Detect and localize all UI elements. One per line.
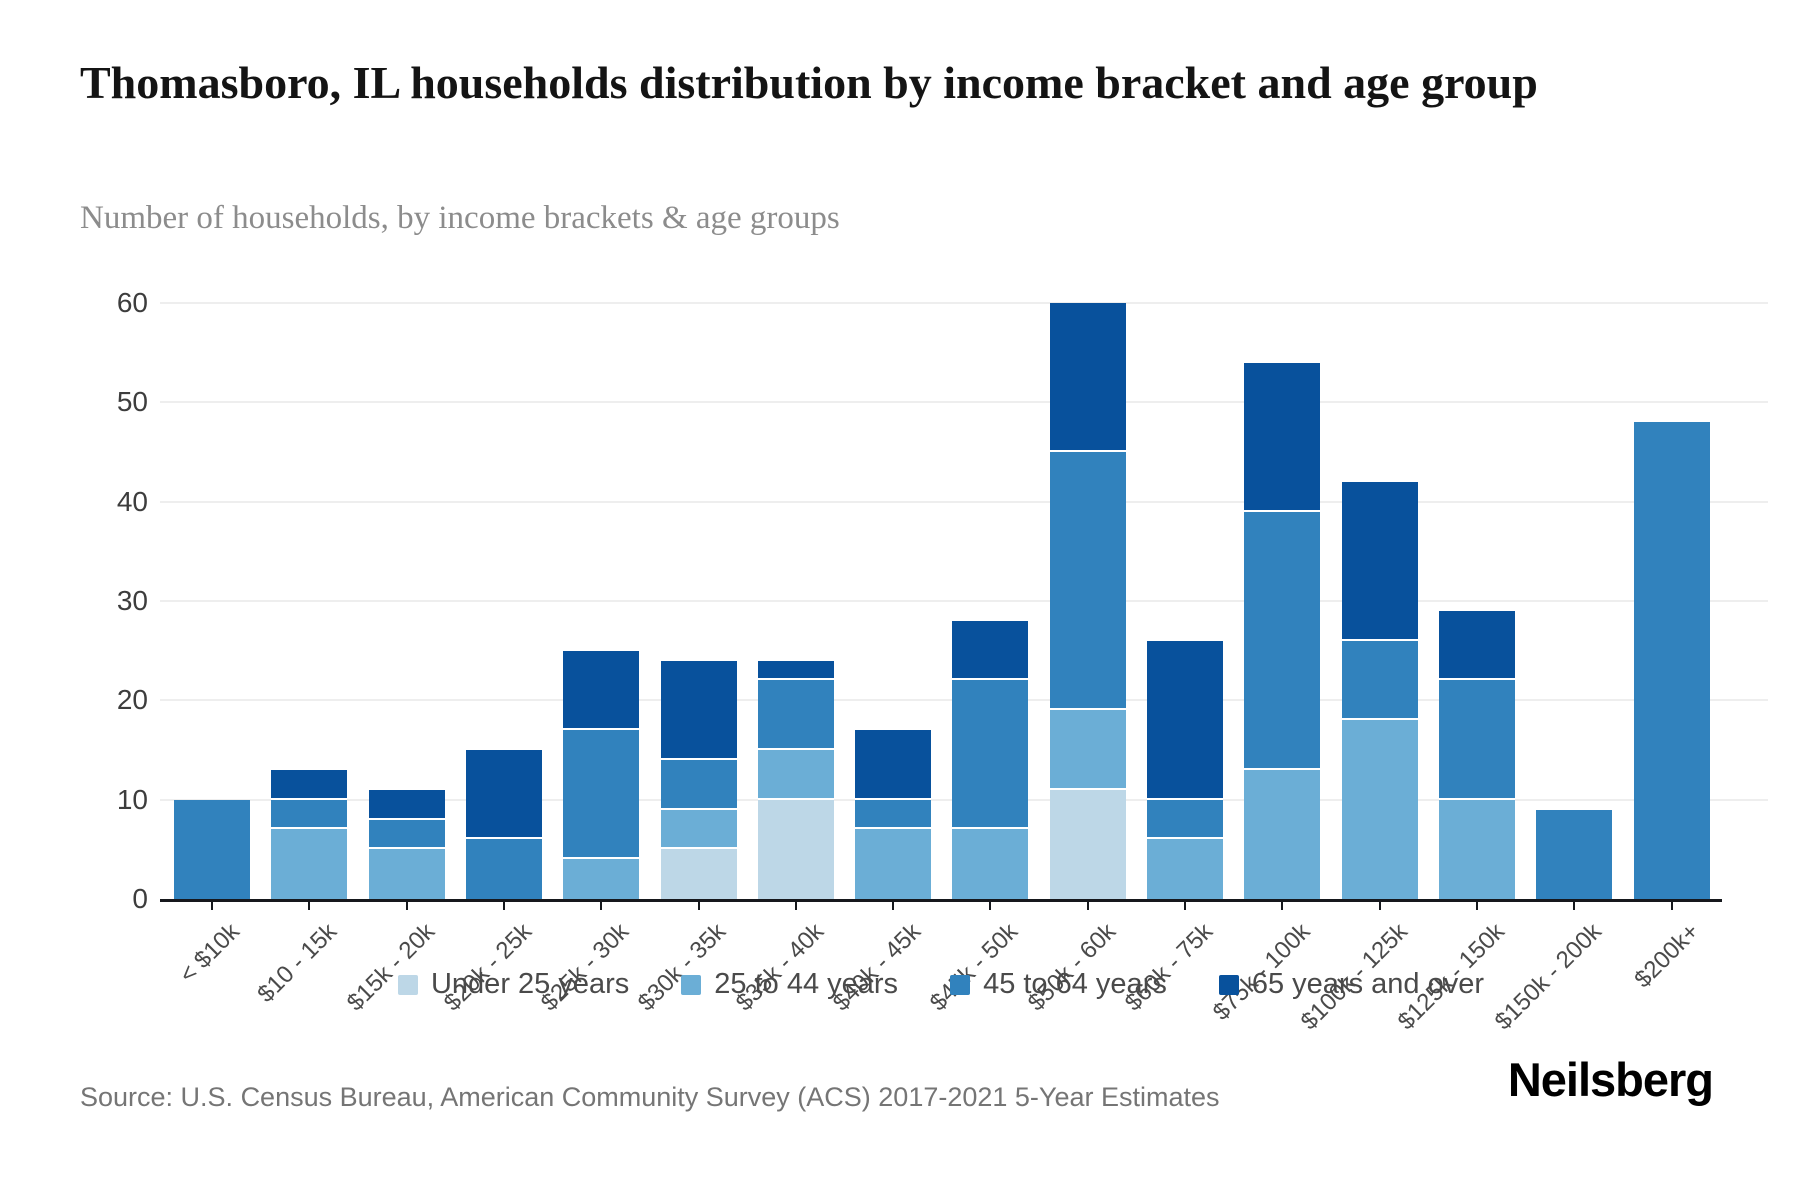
x-axis-tick — [1184, 902, 1186, 910]
legend-item[interactable]: Under 25 years — [397, 968, 630, 1001]
gridline — [160, 600, 1768, 602]
legend-swatch-icon — [950, 974, 971, 995]
x-axis-tick — [1670, 902, 1673, 910]
bar-segment[interactable] — [757, 680, 834, 750]
chart-title: Thomasboro, IL households distribution b… — [80, 57, 1538, 108]
y-axis-tick-label: 10 — [116, 783, 148, 815]
legend-label: 45 to 64 years — [983, 968, 1167, 1000]
bar-segment[interactable] — [368, 819, 445, 850]
bar-segment[interactable] — [1438, 680, 1515, 800]
bar-segment[interactable] — [563, 859, 640, 899]
bar-segment[interactable] — [660, 759, 737, 810]
bar-segment[interactable] — [952, 829, 1029, 899]
x-axis-tick — [502, 902, 505, 910]
legend-label: Under 25 years — [430, 968, 630, 1000]
bar-segment[interactable] — [855, 730, 932, 800]
legend-item[interactable]: 45 to 64 years — [950, 968, 1167, 1001]
y-axis-tick-label: 30 — [116, 585, 148, 616]
legend-label: 25 to 44 years — [714, 968, 899, 1000]
legend: Under 25 years 25 to 44 years 45 to 64 yea… — [0, 968, 1800, 1001]
gridline — [160, 401, 1768, 404]
x-axis-tick — [794, 902, 797, 910]
bar-segment[interactable] — [757, 799, 834, 899]
y-axis-tick-label: 50 — [116, 386, 148, 418]
bar-segment[interactable] — [1438, 799, 1515, 899]
x-axis-tick — [405, 902, 408, 910]
legend-swatch-icon — [681, 974, 702, 995]
bar-segment[interactable] — [1536, 809, 1613, 899]
bar-segment[interactable] — [1244, 769, 1321, 899]
bar-segment[interactable] — [368, 849, 445, 899]
bar-segment[interactable] — [368, 789, 445, 820]
bar-segment[interactable] — [952, 620, 1029, 681]
x-axis-tick — [1378, 902, 1381, 910]
source-note: Source: U.S. Census Bureau, American Com… — [80, 1082, 1220, 1112]
bar-segment[interactable] — [952, 680, 1029, 830]
bar-segment[interactable] — [1147, 640, 1223, 800]
bar-segment[interactable] — [1244, 362, 1321, 512]
gridline — [160, 500, 1768, 503]
x-axis-line — [160, 899, 1722, 902]
x-axis-tick — [1281, 902, 1284, 910]
bar-segment[interactable] — [1147, 799, 1223, 840]
bar-segment[interactable] — [271, 799, 348, 830]
legend-item[interactable]: 25 to 44 years — [681, 968, 898, 1001]
bar-segment[interactable] — [465, 839, 542, 899]
y-axis-tick-label: 40 — [116, 485, 148, 517]
chart-subtitle: Number of households, by income brackets… — [80, 200, 840, 236]
gridline — [160, 302, 1768, 304]
bar-segment[interactable] — [1147, 839, 1223, 899]
bar-segment[interactable] — [660, 660, 737, 760]
bar-segment[interactable] — [757, 750, 834, 800]
y-axis-tick-label: 60 — [116, 287, 148, 318]
bar-segment[interactable] — [757, 660, 834, 681]
bar-segment[interactable] — [1049, 303, 1126, 452]
bar-segment[interactable] — [563, 730, 640, 860]
bar-segment[interactable] — [855, 829, 932, 899]
bar-segment[interactable] — [660, 849, 737, 899]
bar-segment[interactable] — [271, 829, 348, 899]
legend-item[interactable]: 65 years and over — [1218, 968, 1485, 1001]
bar-segment[interactable] — [660, 809, 737, 850]
bar-segment[interactable] — [1341, 481, 1418, 641]
x-axis-tick — [1475, 902, 1478, 910]
x-axis-tick — [211, 902, 213, 910]
bar-segment[interactable] — [1438, 610, 1515, 681]
bar-segment[interactable] — [1049, 789, 1126, 899]
legend-swatch-icon — [1218, 974, 1239, 995]
bar-segment[interactable] — [563, 650, 640, 731]
legend-swatch-icon — [397, 974, 418, 995]
bar-segment[interactable] — [855, 799, 932, 830]
legend-label: 65 years and over — [1251, 968, 1485, 1000]
x-axis-tick — [697, 902, 700, 910]
bar-segment[interactable] — [174, 799, 250, 899]
bar-segment[interactable] — [1049, 452, 1126, 711]
x-axis-tick — [308, 902, 311, 910]
x-axis-tick — [600, 902, 603, 910]
bar-segment[interactable] — [1049, 710, 1126, 790]
bar-segment[interactable] — [271, 769, 348, 800]
x-axis-tick — [1573, 902, 1576, 910]
y-axis-tick-label: 0 — [132, 883, 148, 914]
bar-segment[interactable] — [1244, 511, 1321, 770]
bar-segment[interactable] — [1341, 640, 1418, 721]
brand-logo: Neilsberg — [1507, 1053, 1714, 1106]
bar-segment[interactable] — [1633, 422, 1710, 899]
x-axis-tick — [989, 902, 992, 910]
y-axis-tick-label: 20 — [116, 684, 148, 716]
bar-segment[interactable] — [1341, 720, 1418, 899]
x-axis-tick — [892, 902, 895, 910]
x-axis-tick — [1086, 902, 1089, 910]
bar-segment[interactable] — [465, 750, 542, 840]
